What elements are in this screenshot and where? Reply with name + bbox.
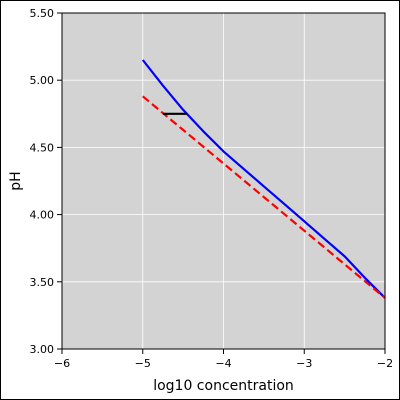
series-line-1: [142, 95, 386, 299]
y-tick-label-5: 5.50: [30, 7, 55, 20]
y-tick-label-1: 3.50: [30, 276, 55, 289]
series-line-0: [141, 59, 386, 299]
x-tick-label-2: −4: [215, 357, 231, 370]
series-layer: [141, 59, 386, 299]
y-axis: 3.00 3.50 4.00 4.50 5.00 5.50: [30, 7, 62, 356]
y-tick-label-3: 4.50: [30, 141, 55, 154]
x-tick-label-1: −5: [135, 357, 151, 370]
x-axis-label: log10 concentration: [153, 378, 294, 394]
y-axis-label: pH: [8, 171, 24, 190]
y-tick-label-0: 3.00: [30, 343, 55, 356]
y-tick-label-2: 4.00: [30, 209, 55, 222]
x-tick-label-0: −6: [54, 357, 70, 370]
x-tick-label-3: −3: [296, 357, 312, 370]
x-tick-label-4: −2: [377, 357, 393, 370]
x-axis: −6 −5 −4 −3 −2: [54, 349, 393, 370]
y-tick-label-4: 5.00: [30, 74, 55, 87]
